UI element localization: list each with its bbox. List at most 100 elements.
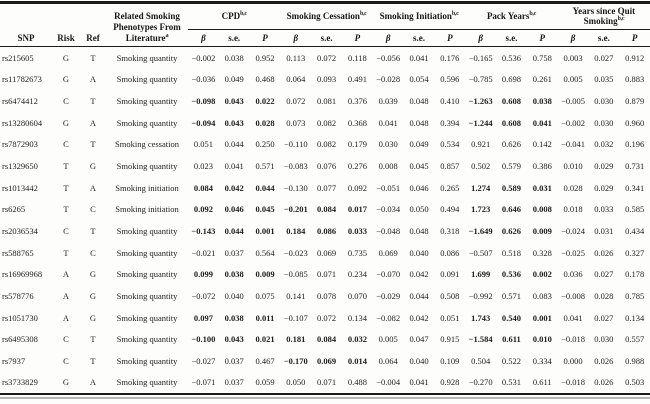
value-cell: 0.394: [440, 117, 460, 128]
value-cell: 0.571: [255, 160, 275, 171]
value-cell: −0.130: [283, 182, 308, 193]
value-cell: 0.038: [224, 269, 244, 280]
value-cell: 0.536: [501, 269, 521, 280]
stat-header-cpd-p: P: [262, 33, 268, 44]
value-cell: 0.518: [501, 247, 521, 258]
value-cell: −0.036: [191, 74, 216, 85]
value-cell: 1.699: [471, 269, 491, 280]
value-cell: 0.141: [286, 291, 306, 302]
footnote-marker: b,c: [451, 11, 459, 18]
value-cell: 0.042: [224, 182, 244, 193]
value-cell: 0.386: [532, 160, 552, 171]
value-cell: 0.091: [440, 269, 460, 280]
value-cell: −0.165: [468, 52, 493, 63]
value-cell: 0.038: [224, 52, 244, 63]
value-cell: −0.048: [376, 226, 401, 236]
value-cell: 0.043: [224, 334, 244, 345]
value-cell: 0.585: [625, 204, 645, 215]
snp-association-table: SNP Risk Ref Related Smoking Phenotypes From…: [0, 1, 650, 395]
value-cell: 0.027: [594, 312, 614, 323]
value-cell: 0.051: [193, 139, 213, 150]
value-cell: 0.084: [317, 204, 337, 215]
value-cell: 0.026: [594, 356, 614, 367]
value-cell: −0.056: [376, 52, 401, 63]
value-cell: 0.072: [317, 52, 337, 63]
phenotype-cell: Smoking quantity: [116, 356, 178, 367]
value-cell: 0.564: [255, 247, 275, 258]
value-cell: −0.094: [191, 117, 216, 128]
footnote-marker: b,c: [240, 11, 247, 18]
group-header-smoking-initiation: Smoking Initiationb,c: [372, 2, 466, 31]
group-header-cpd: CPDb,c: [188, 2, 281, 31]
value-cell: −0.070: [376, 269, 401, 280]
value-cell: 0.010: [532, 334, 552, 345]
value-cell: 0.318: [440, 226, 460, 236]
value-cell: 0.042: [409, 312, 429, 323]
risk-allele-cell: G: [62, 74, 70, 85]
value-cell: 0.608: [501, 95, 521, 106]
value-cell: −0.027: [191, 356, 216, 367]
value-cell: 0.008: [532, 204, 552, 215]
ref-allele-cell: A: [89, 117, 97, 128]
value-cell: 0.589: [501, 182, 521, 193]
value-cell: 0.491: [347, 74, 367, 85]
value-cell: 0.988: [625, 356, 645, 367]
value-cell: 0.010: [563, 160, 583, 171]
value-cell: 0.099: [193, 269, 213, 280]
group-header-years-since-quit-smoking: Years since Quit Smokingb,c: [557, 2, 650, 31]
value-cell: 0.044: [409, 291, 429, 302]
header-row-groups: SNP Risk Ref Related Smoking Phenotypes From…: [0, 2, 650, 43]
value-cell: 0.045: [255, 204, 275, 215]
value-cell: −0.051: [376, 182, 401, 193]
value-cell: 0.049: [409, 139, 429, 150]
risk-allele-cell: A: [62, 269, 70, 280]
value-cell: −0.071: [191, 377, 216, 388]
value-cell: −0.100: [191, 334, 216, 345]
value-cell: −0.023: [283, 247, 308, 258]
value-cell: 1.274: [471, 182, 491, 193]
value-cell: 0.026: [594, 377, 614, 388]
stat-header-smoking-cessation-s-e: s.e.: [320, 33, 333, 44]
value-cell: −0.025: [561, 247, 586, 258]
value-cell: 0.571: [501, 291, 521, 302]
value-cell: 0.334: [532, 356, 552, 367]
phenotype-cell: Smoking quantity: [116, 226, 178, 236]
value-cell: 0.018: [563, 204, 583, 215]
table-row-rs1013442: rs1013442 T A Smoking initiation 0.084 0.042 0…: [0, 177, 650, 199]
snp-cell: rs7872903: [2, 139, 38, 150]
value-cell: 0.113: [286, 52, 306, 63]
value-cell: 0.368: [347, 117, 367, 128]
value-cell: 0.001: [532, 312, 552, 323]
value-cell: 0.698: [501, 74, 521, 85]
snp-cell: rs6265: [2, 204, 26, 215]
value-cell: 0.030: [594, 117, 614, 128]
value-cell: 0.031: [532, 182, 552, 193]
value-cell: 0.035: [594, 74, 614, 85]
value-cell: −0.072: [191, 291, 216, 302]
value-cell: 0.047: [409, 334, 429, 345]
value-cell: 0.076: [317, 160, 337, 171]
ref-allele-cell: T: [90, 52, 96, 63]
value-cell: −0.143: [191, 226, 216, 236]
phenotype-cell: Smoking quantity: [116, 312, 178, 323]
value-cell: 0.039: [378, 95, 398, 106]
value-cell: −1.584: [468, 334, 493, 345]
value-cell: 0.503: [625, 377, 645, 388]
column-header-risk: Risk: [57, 32, 75, 43]
value-cell: 0.434: [625, 226, 645, 236]
value-cell: 0.912: [625, 52, 645, 63]
value-cell: 0.534: [440, 139, 460, 150]
table-row-rs6495308: rs6495308 C T Smoking quantity −0.100 0.043 0.…: [0, 329, 650, 351]
table-row-rs16969968: rs16969968 A G Smoking quantity 0.099 0.038 0.…: [0, 264, 650, 286]
value-cell: −0.098: [191, 95, 216, 106]
value-cell: 0.488: [347, 377, 367, 388]
value-cell: 0.626: [501, 226, 521, 236]
risk-allele-cell: A: [62, 312, 70, 323]
group-header-pack-years: Pack Yearsb,c: [465, 2, 558, 31]
risk-allele-cell: C: [63, 139, 69, 150]
value-cell: 0.008: [378, 160, 398, 171]
value-cell: −0.270: [468, 377, 493, 388]
value-cell: 0.328: [532, 247, 552, 258]
value-cell: 0.045: [409, 160, 429, 171]
phenotype-cell: Smoking quantity: [116, 269, 178, 280]
